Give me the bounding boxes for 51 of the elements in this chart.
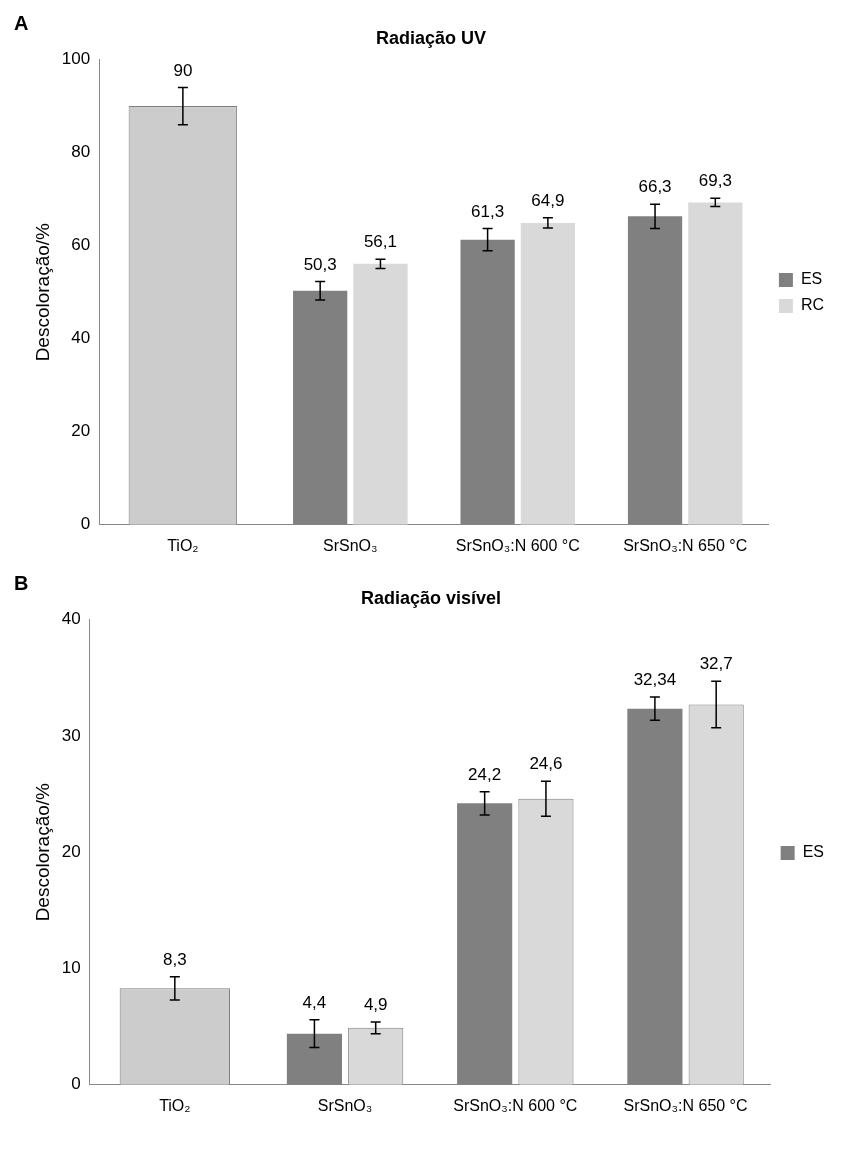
bar: [520, 222, 576, 525]
bar: [293, 290, 348, 525]
y-tick-label: 10: [61, 958, 81, 978]
text: A: [14, 11, 29, 34]
bar: [457, 803, 513, 1085]
y-axis-title: Descoloração/%: [31, 222, 53, 362]
data-label: 4,9: [363, 995, 388, 1015]
data-label: 90: [173, 60, 193, 80]
y-tick-label: 0: [71, 1074, 81, 1094]
y-tick-label: 40: [61, 609, 81, 629]
bar: [627, 216, 683, 525]
y-tick-label: 20: [61, 841, 81, 861]
y-tick-label: 60: [71, 235, 91, 255]
x-tick-label: SrSnO₃:N 600 °C: [453, 1096, 578, 1114]
text: B: [14, 571, 29, 594]
x-tick-label: SrSnO₃: [317, 1096, 373, 1114]
x-tick-label: SrSnO₃:N 650 °C: [623, 1096, 748, 1114]
chart-title: Radiação UV: [375, 27, 487, 48]
data-label: 24,2: [468, 764, 502, 784]
x-tick-label: TiO₂: [159, 1096, 191, 1114]
bar: [627, 708, 683, 1085]
x-tick-label: SrSnO₃:N 650 °C: [623, 536, 748, 554]
bar: [286, 1033, 342, 1085]
x-tick-label: SrSnO₃: [323, 536, 378, 554]
y-tick-label: 40: [71, 328, 91, 348]
data-label: 64,9: [531, 190, 565, 210]
y-tick-label: 80: [71, 142, 91, 162]
x-tick-label: TiO₂: [167, 536, 199, 554]
bar: [460, 239, 515, 525]
y-tick-label: 100: [61, 49, 91, 69]
data-label: 61,3: [471, 201, 505, 221]
data-label: 32,7: [699, 654, 733, 674]
bar: [353, 263, 408, 525]
data-label: 24,6: [529, 754, 563, 774]
y-tick-label: 0: [80, 514, 91, 534]
data-label: 4,4: [302, 992, 327, 1012]
data-label: 66,3: [638, 177, 672, 197]
y-tick-label: 20: [71, 421, 91, 441]
legend-label: ES: [802, 843, 824, 861]
x-tick-label: SrSnO₃:N 600 °C: [455, 536, 580, 554]
bar: [688, 202, 743, 525]
data-label: 56,1: [363, 232, 397, 252]
data-label: 32,34: [633, 670, 677, 690]
chart-title: Radiação visível: [360, 587, 502, 608]
data-label: 69,3: [698, 171, 732, 191]
legend-label: ES: [800, 270, 823, 288]
data-label: 50,3: [303, 254, 337, 274]
y-axis-title: Descoloração/%: [31, 782, 53, 922]
data-label: 8,3: [163, 949, 187, 969]
legend-label: RC: [800, 296, 824, 314]
y-tick-label: 30: [61, 725, 81, 745]
